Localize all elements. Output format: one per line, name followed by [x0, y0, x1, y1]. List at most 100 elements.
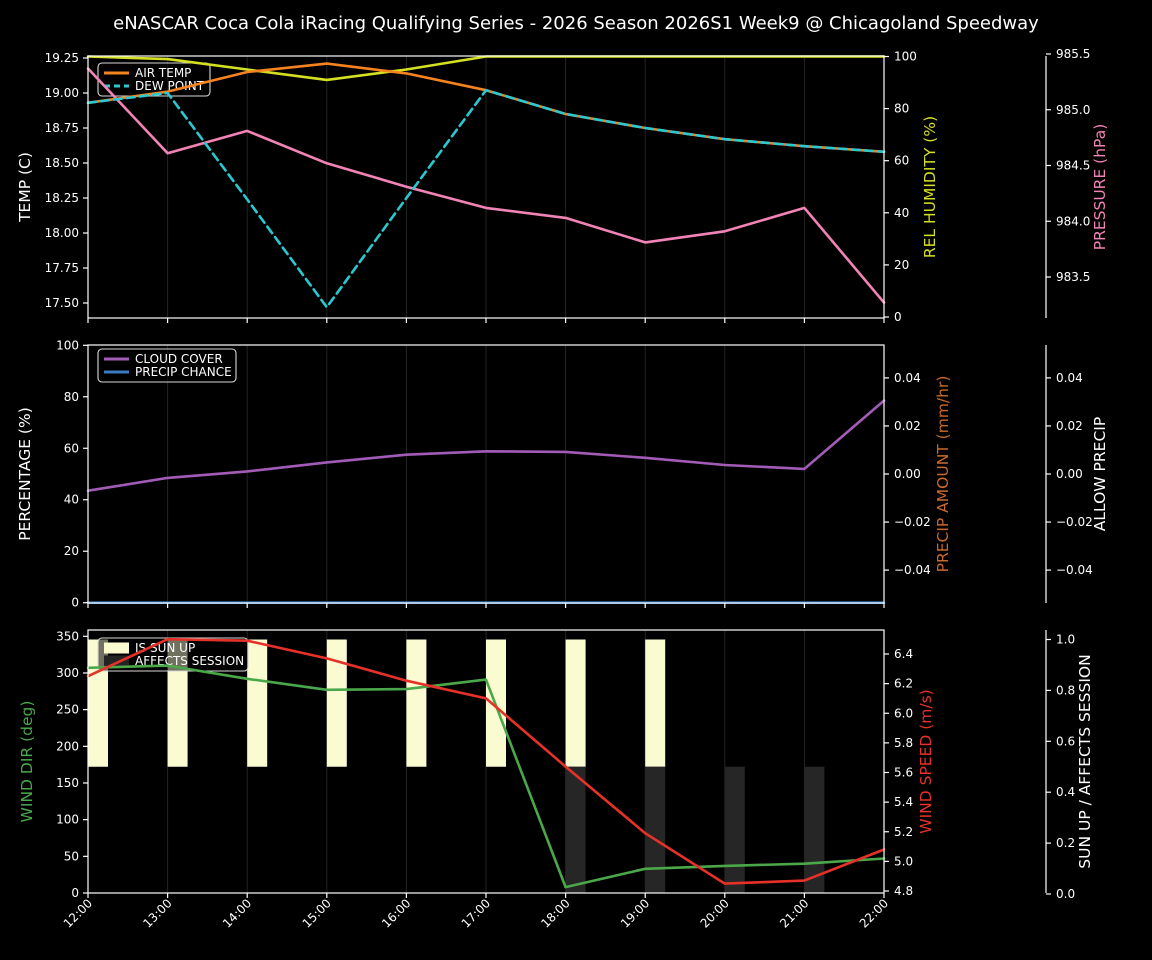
tick-label-right1: 5.4: [894, 795, 913, 809]
bar-is-sun-up: [326, 639, 347, 767]
tick-label-right2: 983.5: [1056, 270, 1090, 284]
tick-label-right2: 0.8: [1056, 683, 1075, 697]
tick-label-left: 18.25: [45, 191, 79, 205]
tick-label-right2: 0.00: [1056, 467, 1083, 481]
series-line-wind-dir: [86, 664, 886, 889]
tick-label-right2: 0.6: [1056, 734, 1075, 748]
tick-label-left: 300: [56, 666, 79, 680]
axis-label-right1-wind-speed-m-s: WIND SPEED (m/s): [917, 689, 935, 833]
tick-label-left: 350: [56, 629, 79, 643]
tick-label-right2: 984.0: [1056, 214, 1090, 228]
tick-label-right1: −0.04: [894, 563, 931, 577]
x-tick-label: 22:00: [857, 896, 891, 930]
x-tick-label: 14:00: [220, 896, 254, 930]
tick-label-left: 17.50: [45, 296, 79, 310]
axis-label-right1-rel-humidity: REL HUMIDITY (%): [921, 116, 939, 258]
tick-label-right2: 984.5: [1056, 159, 1090, 173]
axis-label-right2-sun-up-affects-session: SUN UP / AFFECTS SESSION: [1076, 654, 1094, 868]
tick-label-right1: 5.2: [894, 825, 913, 839]
bar-affects-session: [645, 766, 666, 893]
bar-is-sun-up: [565, 639, 586, 767]
tick-label-left: 19.25: [45, 51, 79, 65]
axis-label-left-percentage: PERCENTAGE (%): [16, 407, 34, 541]
axis-label-left-temp-c: TEMP (C): [16, 152, 34, 223]
legend-box: [97, 637, 249, 672]
tick-label-right1: 40: [894, 206, 909, 220]
x-tick-label: 19:00: [618, 896, 652, 930]
tick-label-right1: 6.0: [894, 706, 913, 720]
tick-label-left: 50: [64, 849, 79, 863]
tick-label-right1: 5.8: [894, 736, 913, 750]
axis-label-right2-allow-precip: ALLOW PRECIP: [1091, 417, 1109, 531]
tick-label-left: 18.75: [45, 121, 79, 135]
series-line-wind-speed: [86, 637, 886, 885]
figure-title: eNASCAR Coca Cola iRacing Qualifying Ser…: [113, 13, 1039, 34]
tick-label-right1: 80: [894, 102, 909, 116]
legend-swatch-affects-session: [104, 655, 129, 667]
series-line-dew-point: [86, 88, 886, 309]
x-tick-label: 17:00: [459, 896, 493, 930]
legend-label-precip-chance: PRECIP CHANCE: [135, 365, 232, 379]
tick-label-right1: 4.8: [894, 884, 913, 898]
tick-label-right2: 0.0: [1056, 887, 1075, 901]
tick-label-right2: 0.4: [1056, 785, 1075, 799]
tick-label-right2: 985.5: [1056, 47, 1090, 61]
tick-label-left: 60: [64, 441, 79, 455]
tick-label-left: 250: [56, 703, 79, 717]
tick-label-left: 150: [56, 776, 79, 790]
tick-label-left: 17.75: [45, 261, 79, 275]
series-line-pressure: [86, 67, 886, 304]
tick-label-left: 200: [56, 739, 79, 753]
tick-label-right2: 0.2: [1056, 836, 1075, 850]
tick-label-left: 19.00: [45, 86, 79, 100]
tick-label-right2: 0.04: [1056, 371, 1083, 385]
tick-label-left: 0: [71, 596, 79, 610]
tick-label-left: 100: [56, 338, 79, 352]
axis-label-right1-precip-amount-mm-hr: PRECIP AMOUNT (mm/hr): [934, 376, 952, 573]
tick-label-right1: 100: [894, 50, 917, 64]
legend-box: [97, 348, 237, 383]
tick-label-right2: −0.02: [1056, 515, 1093, 529]
tick-label-right1: 0.02: [894, 419, 921, 433]
tick-label-left: 18.50: [45, 156, 79, 170]
tick-label-right1: 20: [894, 258, 909, 272]
axis-label-right2-pressure-hpa: PRESSURE (hPa): [1091, 124, 1109, 251]
legend-label-cloud-cover: CLOUD COVER: [135, 352, 223, 366]
tick-label-left: 100: [56, 813, 79, 827]
tick-label-right1: 5.6: [894, 766, 913, 780]
x-tick-label: 21:00: [777, 896, 811, 930]
bar-affects-session: [724, 766, 745, 893]
tick-label-right2: −0.04: [1056, 563, 1093, 577]
bar-is-sun-up: [247, 639, 268, 767]
tick-label-right1: 6.4: [894, 647, 913, 661]
legend-label-is-sun-up: IS SUN UP: [135, 641, 195, 655]
legend-label-air-temp: AIR TEMP: [135, 66, 191, 80]
bar-affects-session: [565, 766, 586, 893]
tick-label-left: 40: [64, 493, 79, 507]
tick-label-right2: 0.02: [1056, 419, 1083, 433]
x-tick-label: 13:00: [140, 896, 174, 930]
series-line-cloud-cover: [86, 399, 886, 493]
tick-label-right1: 6.2: [894, 677, 913, 691]
tick-label-left: 80: [64, 390, 79, 404]
tick-label-left: 20: [64, 544, 79, 558]
bar-is-sun-up: [406, 639, 427, 767]
tick-label-right2: 985.0: [1056, 103, 1090, 117]
axis-label-left-wind-dir-deg: WIND DIR (deg): [18, 701, 36, 823]
x-tick-label: 20:00: [698, 896, 732, 930]
legend-label-dew-point: DEW POINT: [135, 79, 205, 93]
tick-label-right1: 0.00: [894, 467, 921, 481]
legend-swatch-is-sun-up: [104, 642, 129, 654]
tick-label-left: 0: [71, 886, 79, 900]
x-tick-label: 16:00: [379, 896, 413, 930]
tick-label-right1: 5.0: [894, 854, 913, 868]
tick-label-right1: 60: [894, 154, 909, 168]
tick-label-right1: 0: [894, 310, 902, 324]
tick-label-right1: −0.02: [894, 515, 931, 529]
tick-label-left: 18.00: [45, 226, 79, 240]
bar-is-sun-up: [645, 639, 666, 767]
